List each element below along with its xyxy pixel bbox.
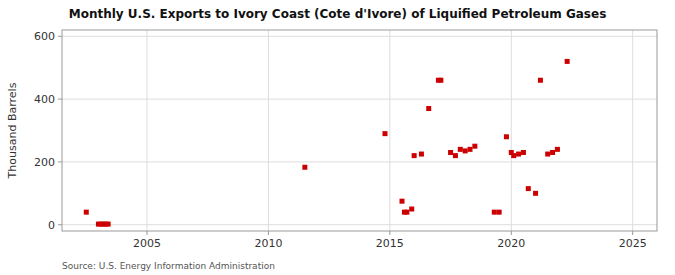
y-grid-line (62, 36, 657, 37)
y-tick (58, 161, 62, 162)
point (383, 131, 388, 136)
point (472, 144, 477, 149)
x-grid-line (268, 30, 269, 231)
y-grid-line (62, 161, 657, 162)
x-tick-label: 2020 (497, 237, 525, 250)
point (545, 152, 550, 157)
grid (62, 30, 657, 231)
point (106, 222, 111, 227)
point (521, 150, 526, 155)
x-grid-line (632, 30, 633, 231)
x-tick (511, 231, 512, 235)
point (453, 153, 458, 158)
point (516, 152, 521, 157)
point (565, 59, 570, 64)
x-grid-line (147, 30, 148, 231)
axes: 2005 2010 2015 2020 2025 0 200 400 600 (34, 30, 647, 250)
point (404, 210, 409, 215)
x-tick-label: 2015 (376, 237, 404, 250)
chart: 2005 2010 2015 2020 2025 0 200 400 600 Thousand B… (0, 0, 675, 275)
point (412, 153, 417, 158)
point (302, 165, 307, 170)
point (497, 210, 502, 215)
point (492, 210, 497, 215)
x-tick (268, 231, 269, 235)
point (438, 78, 443, 83)
point (400, 199, 405, 204)
point (504, 134, 509, 139)
x-grid-line (511, 30, 512, 231)
y-tick-label: 600 (34, 30, 55, 43)
x-tick (147, 231, 148, 235)
x-tick-label: 2005 (133, 237, 161, 250)
point (426, 106, 431, 111)
point (555, 147, 560, 152)
point (538, 78, 543, 83)
point (468, 147, 473, 152)
x-tick (632, 231, 633, 235)
plot-frame (62, 30, 657, 231)
point (419, 152, 424, 157)
x-grid-line (389, 30, 390, 231)
point (550, 150, 555, 155)
point (409, 207, 414, 212)
source-note: Source: U.S. Energy Information Administ… (62, 261, 275, 271)
x-tick-label: 2025 (619, 237, 647, 250)
point (526, 186, 531, 191)
y-grid-line (62, 224, 657, 225)
y-tick (58, 99, 62, 100)
y-tick-label: 400 (34, 93, 55, 106)
y-grid-line (62, 99, 657, 100)
point (463, 148, 468, 153)
y-axis-label: Thousand Barrels (6, 82, 19, 179)
y-tick (58, 224, 62, 225)
point (458, 147, 463, 152)
point (511, 153, 516, 158)
title: Monthly U.S. Exports to Ivory Coast (Cot… (69, 7, 607, 21)
y-tick-label: 200 (34, 156, 55, 169)
y-tick-label: 0 (48, 219, 55, 232)
point (84, 210, 89, 215)
point (448, 150, 453, 155)
point (533, 191, 538, 196)
x-tick (389, 231, 390, 235)
y-tick (58, 36, 62, 37)
x-tick-label: 2010 (254, 237, 282, 250)
points (84, 59, 570, 227)
